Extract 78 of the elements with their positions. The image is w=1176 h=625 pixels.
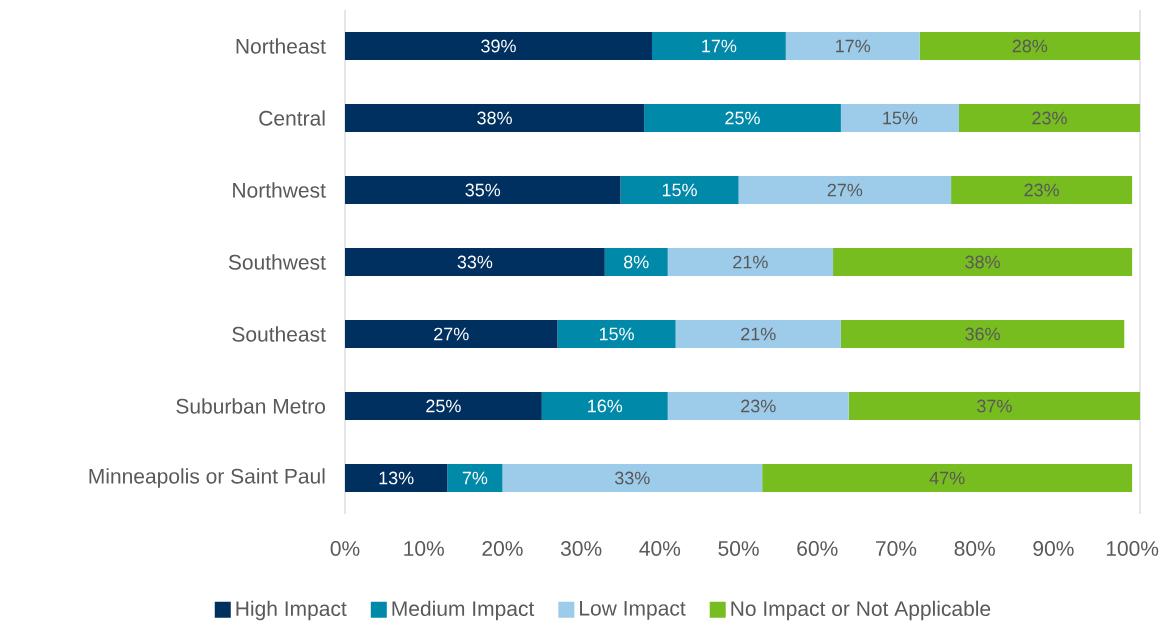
data-label: 33% [614, 471, 650, 485]
bar [557, 320, 676, 348]
bar [675, 320, 841, 348]
y-tick-label: Southwest [228, 254, 326, 270]
data-label: 27% [434, 327, 469, 341]
bar [762, 463, 1133, 492]
bar [447, 463, 503, 492]
bar [833, 248, 1133, 276]
x-tick-label: 70% [876, 541, 917, 556]
legend-label: Low Impact [580, 601, 686, 620]
data-label: 15% [662, 183, 697, 197]
x-tick-label: 40% [639, 541, 681, 556]
data-label: 8% [624, 255, 649, 269]
data-label: 25% [426, 399, 461, 413]
x-tick-label: 0% [330, 541, 360, 556]
data-label: 36% [965, 327, 1000, 341]
data-label: 23% [1032, 111, 1067, 125]
data-label: 27% [827, 183, 863, 197]
data-label: 23% [741, 399, 776, 413]
bar [345, 392, 542, 420]
legend-label: No Impact or Not Applicable [731, 600, 991, 621]
y-tick-label: Suburban Metro [176, 398, 326, 414]
y-tick-label: Minneapolis or Saint Paul [89, 468, 325, 488]
x-tick-label: 30% [560, 541, 602, 556]
bar [785, 32, 920, 61]
data-label: 17% [702, 39, 737, 53]
x-tick-label: 20% [482, 541, 523, 556]
data-label: 16% [588, 399, 623, 413]
data-label: 37% [977, 399, 1012, 413]
bar [604, 248, 668, 276]
data-label: 38% [477, 111, 512, 125]
bar [345, 104, 645, 133]
x-tick-label: 80% [954, 541, 995, 556]
legend-label: High Impact [236, 600, 347, 621]
data-label: 33% [457, 255, 493, 269]
data-label: 7% [462, 471, 488, 485]
legend-label: Medium Impact [392, 600, 535, 621]
x-tick-label: 90% [1033, 541, 1074, 556]
data-label: 38% [965, 255, 1000, 269]
data-label: 17% [836, 39, 871, 53]
data-label: 15% [883, 111, 918, 125]
bar [840, 104, 959, 133]
bar [738, 176, 952, 205]
data-label: 25% [725, 111, 760, 125]
bar [541, 392, 668, 420]
bar [651, 32, 786, 61]
data-label: 21% [733, 255, 768, 269]
bar [667, 248, 834, 276]
data-label: 21% [741, 327, 776, 341]
data-label: 35% [465, 183, 501, 197]
bar [502, 463, 763, 492]
bar [345, 320, 558, 348]
y-tick-label: Northwest [233, 182, 326, 198]
x-tick-label: 10% [404, 541, 444, 556]
y-tick-label: Northeast [236, 38, 326, 54]
bar [919, 32, 1140, 61]
data-label: 28% [1012, 39, 1048, 53]
bar [345, 32, 652, 61]
bar [345, 463, 448, 492]
x-tick-label: 60% [797, 541, 838, 556]
bar [345, 176, 621, 205]
x-tick-label: 50% [718, 541, 759, 556]
bar [620, 176, 739, 205]
y-tick-label: Central [259, 110, 325, 126]
data-label: 23% [1024, 183, 1059, 197]
bar [951, 176, 1133, 205]
bar [840, 320, 1125, 348]
bar [345, 248, 605, 276]
data-label: 13% [379, 471, 414, 485]
x-tick-label: 100% [1106, 541, 1159, 556]
data-label: 47% [929, 471, 965, 485]
y-tick-label: Southeast [232, 326, 326, 342]
data-label: 39% [481, 39, 516, 53]
bar [848, 392, 1140, 420]
data-label: 15% [599, 327, 634, 341]
bar [958, 104, 1140, 133]
bar [644, 104, 841, 133]
bar [667, 392, 849, 420]
